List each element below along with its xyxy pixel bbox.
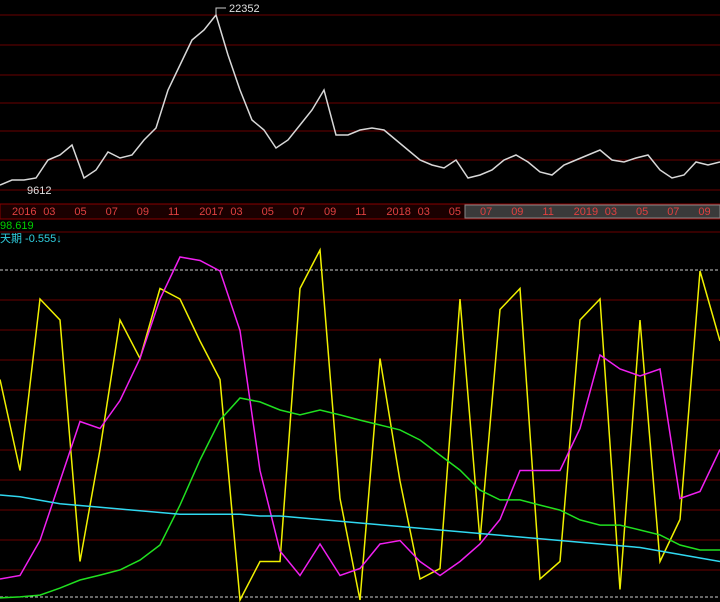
series-line bbox=[0, 247, 720, 602]
date-label: 09 bbox=[324, 206, 336, 218]
high-label: 22352 bbox=[229, 3, 260, 15]
series-line bbox=[0, 13, 720, 186]
series-line bbox=[0, 397, 720, 599]
date-label: 07 bbox=[480, 206, 492, 218]
date-label: 05 bbox=[449, 206, 461, 218]
date-label: 03 bbox=[43, 206, 55, 218]
date-label: 2017 bbox=[199, 206, 223, 218]
date-label: 11 bbox=[355, 206, 366, 218]
date-label: 05 bbox=[74, 206, 86, 218]
date-label: 2019 bbox=[574, 206, 598, 218]
date-label: 05 bbox=[262, 206, 274, 218]
date-label: 03 bbox=[418, 206, 430, 218]
series-line bbox=[0, 256, 720, 580]
plot bbox=[0, 13, 720, 602]
date-label: 07 bbox=[106, 206, 118, 218]
series-line bbox=[0, 494, 720, 563]
date-label: 2016 bbox=[12, 206, 36, 218]
date-label: 03 bbox=[230, 206, 242, 218]
date-label: 05 bbox=[636, 206, 648, 218]
indicator-value: 98.619 bbox=[0, 220, 34, 232]
date-label: 09 bbox=[698, 206, 710, 218]
date-label: 2018 bbox=[386, 206, 410, 218]
date-label: 09 bbox=[137, 206, 149, 218]
indicator-value: 天期 -0.555↓ bbox=[0, 232, 62, 245]
low-label: 9612 bbox=[27, 185, 51, 197]
date-label: 09 bbox=[511, 206, 523, 218]
date-label: 11 bbox=[168, 206, 179, 218]
date-label: 11 bbox=[542, 206, 553, 218]
date-axis: 2016 03 05 07 09 11 2017 03 05 07 09 11 2018 03 05 07 09… bbox=[12, 206, 711, 218]
date-label: 07 bbox=[667, 206, 679, 218]
date-label: 07 bbox=[293, 206, 305, 218]
date-label: 03 bbox=[605, 206, 617, 218]
